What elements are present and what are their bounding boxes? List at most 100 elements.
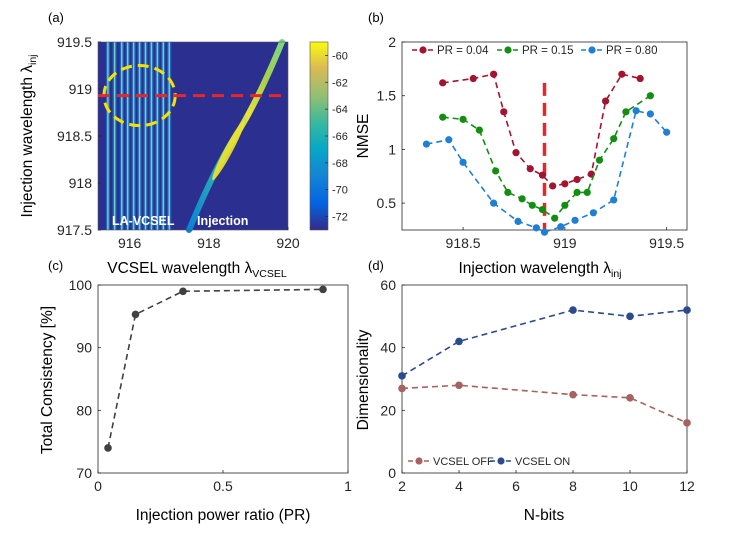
legend-marker [415,457,423,465]
panel-d-y-ticks: 0 20 40 60 [380,277,405,481]
panel-b-data-point [538,205,547,214]
panel-d-x-tick-label: 6 [512,478,520,494]
panel-b-y-ticks: 0.5 1 1.5 2 [377,34,405,211]
panel-d-x-ticks: 2 4 6 8 10 12 [398,470,695,494]
panel-b-data-point [504,188,512,196]
panel-c-label: (c) [48,258,63,273]
panel-b-data-point [622,108,630,116]
panel-b-data-point [514,217,522,226]
panel-b-data-point [526,165,534,173]
panel-b-legend: PR = 0.04 PR = 0.15 PR = 0.80 [412,45,657,57]
legend-label: PR = 0.80 [606,45,657,57]
panel-c-x-tick-label: 0 [94,478,102,494]
panel-b-data-point [632,107,640,115]
panel-c-y-ticks: 70 80 90 100 [69,277,101,481]
panel-d-data-point [398,372,406,380]
panel-d-y-tick-label: 60 [380,277,396,293]
panel-b-data-point [557,223,565,231]
panel-a-y-axis-label: Injection wavelength λinj [19,54,39,217]
colorbar-tick-label: -72 [332,212,348,224]
panel-b-y-tick-label: 0.5 [377,195,397,211]
panel-c-y-tick-label: 100 [69,277,93,293]
panel-b-x-tick-label: 919.5 [649,235,684,251]
annotation-injection: Injection [197,214,248,228]
legend-marker [504,46,512,54]
panel-b-data-point [561,201,569,209]
panel-c-data-point [131,310,140,319]
colorbar-tick-label: -68 [332,158,348,170]
panel-b-data-point [528,201,536,209]
panel-b-data-point [573,175,581,184]
colorbar-tick-label: -70 [332,185,348,197]
panel-d-legend: VCSEL OFF VCSEL ON [408,456,570,468]
panel-b-data-point [518,195,526,203]
panel-b-data-point [573,188,581,196]
colorbar-tick-label: -60 [332,50,348,62]
panel-b-data-point [500,108,508,116]
panel-c-data-point [179,287,187,296]
legend-label: VCSEL ON [515,456,570,468]
panel-d-y-tick-label: 40 [380,340,396,356]
panel-d-data-point [626,312,634,321]
panel-b-data-point [439,79,447,87]
panel-c-x-ticks: 0 0.5 1 [94,470,352,494]
panel-b-data-point [663,128,671,136]
panel-b-x-tick-label: 919 [553,235,577,251]
panel-b-data-point [490,199,498,207]
colorbar-tick-label: -62 [332,77,348,89]
panel-a-heatmap: LA-VCSEL Injection 916 918 920 917.5 918 918… [19,34,300,280]
panel-b-data-point [610,196,618,204]
panel-d-series-line [401,309,688,377]
panel-b-data-point [422,140,431,148]
panel-d-dimensionality-chart: VCSEL OFF VCSEL ON 2 4 6 8 10 12 0 20 40 60 N-bit… [355,277,695,524]
legend-label: PR = 0.04 [437,45,489,57]
panel-d-data-point [455,337,463,346]
panel-d-data-point [683,419,691,427]
panel-a-x-axis-label: VCSEL wavelength λVCSEL [107,260,287,280]
panel-b-y-tick-label: 2 [388,34,396,50]
panel-d-series-line [401,384,688,424]
panel-b-y-tick-label: 1.5 [377,88,397,104]
panel-b-data-point [610,135,618,143]
panel-a-x-tick-label: 918 [197,235,221,251]
panel-a-y-tick-label: 919 [69,81,93,97]
panel-d-y-axis-label: Dimensionality [355,329,372,430]
panel-d-y-tick-label: 0 [388,465,396,481]
panel-a-label: (a) [48,10,64,25]
panel-b-data-point [618,70,626,78]
panel-b-data-point [538,171,547,179]
panel-d-data-point [683,306,691,314]
panel-b-data-point [595,156,604,164]
panel-b-data-point [601,97,610,105]
panel-d-x-tick-label: 4 [455,478,463,494]
panel-a-y-ticks: 917.5 918 918.5 919 919.5 [57,34,101,238]
panel-a-x-ticks: 916 918 920 [118,227,300,251]
colorbar-tick-label: -64 [332,104,348,116]
panel-b-data-point [589,209,597,217]
panel-d-data-point [455,381,463,390]
panel-d-data-point [398,384,406,393]
panel-c-y-tick-label: 70 [76,465,92,481]
panel-b-nmse-chart: PR = 0.04 PR = 0.15 PR = 0.80 918.5 919 919.… [355,34,688,280]
panel-b-data-point [571,216,579,224]
annotation-la-vcsel: LA-VCSEL [112,214,175,228]
panel-c-y-axis-label: Total Consistency [%] [39,306,56,454]
panel-c-x-tick-label: 0.5 [213,478,233,494]
panel-a-y-tick-label: 918.5 [57,128,92,144]
legend-label: VCSEL OFF [433,456,494,468]
panel-c-series [104,285,327,452]
panel-b-data-point [475,126,483,134]
panel-d-x-tick-label: 8 [569,478,577,494]
panel-d-x-tick-label: 2 [398,478,406,494]
panel-b-data-point [636,74,644,83]
panel-b-y-axis-label: NMSE [355,114,372,159]
panel-b-data-point [439,113,447,121]
panel-d-y-tick-label: 20 [380,402,396,418]
panel-c-series-line [107,288,324,449]
colorbar-ticks: -60 -62 -64 -66 -68 -70 -72 [325,50,348,224]
panel-b-data-point [459,158,467,166]
vcsel-mode-lines [105,42,172,230]
panel-b-data-point [583,188,591,196]
